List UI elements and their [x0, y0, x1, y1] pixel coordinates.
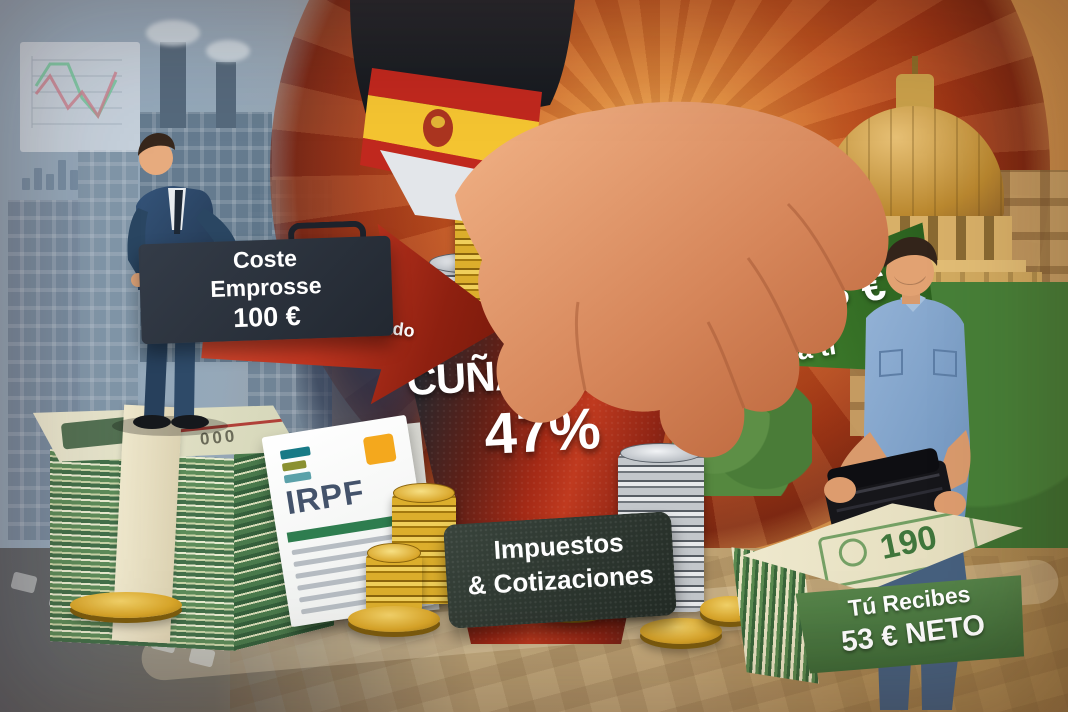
document-header-bar	[281, 459, 307, 472]
tax-collector-hand	[350, 0, 889, 458]
finger-creases	[574, 202, 846, 409]
net-pay-stack: 190 Tú Recibes 53 € NETO	[728, 488, 1039, 697]
taxes-sign: Impuestos & Cotizaciones	[443, 511, 677, 629]
smoke-cloud	[146, 20, 200, 46]
wall-bar-chart	[22, 154, 84, 190]
bar	[22, 178, 30, 190]
coin	[70, 592, 182, 618]
bar	[58, 160, 66, 190]
gross-pay-stack: 000	[22, 388, 334, 688]
coin-stack	[366, 543, 422, 614]
document-header-bar	[279, 446, 311, 460]
bar	[46, 174, 54, 190]
line-chart-icon	[31, 56, 122, 128]
grabbing-hand	[455, 101, 889, 458]
smokestack	[160, 42, 186, 128]
coin	[348, 606, 440, 632]
dome-spire	[912, 56, 918, 78]
wall-line-chart	[20, 42, 140, 152]
bar	[70, 170, 78, 190]
smoke-cloud	[206, 40, 250, 62]
dome-lantern	[896, 74, 934, 108]
coin	[640, 618, 722, 644]
bar	[34, 168, 42, 190]
smokestack	[216, 62, 236, 128]
